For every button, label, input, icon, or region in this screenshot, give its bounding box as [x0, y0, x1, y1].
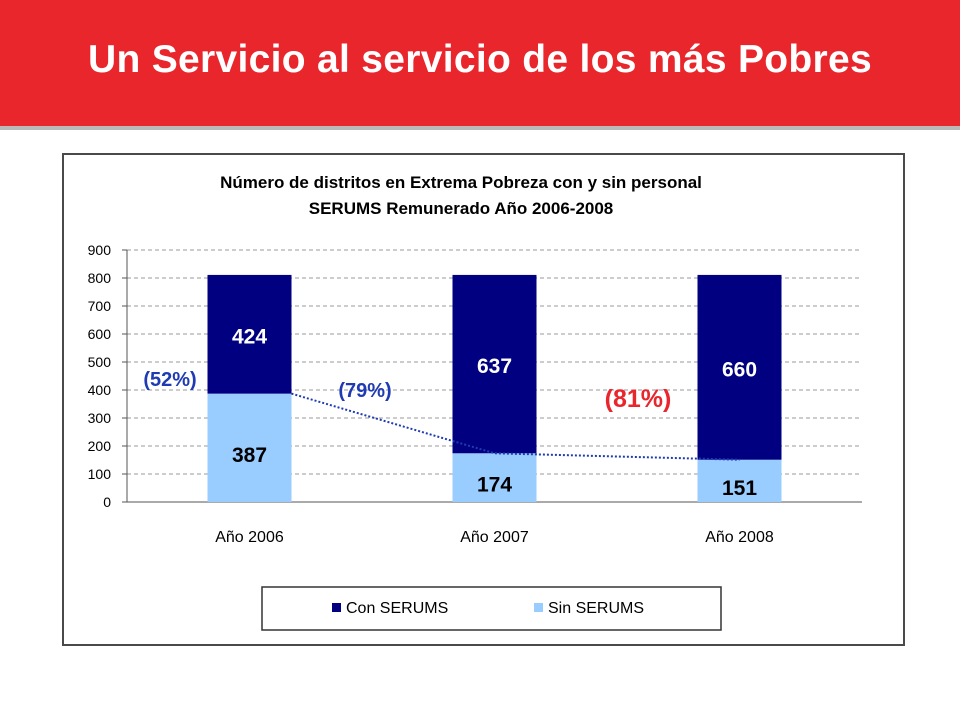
- percentage-annotation: (79%): [338, 380, 391, 402]
- legend-swatch: [534, 603, 543, 612]
- data-label-con: 637: [477, 355, 512, 378]
- y-tick-label: 300: [88, 410, 112, 426]
- percentage-annotation: (52%): [143, 369, 196, 391]
- title-banner: Un Servicio al servicio de los más Pobre…: [0, 0, 960, 130]
- bar-con-serums: [697, 274, 782, 460]
- bar-sin-serums: [697, 459, 782, 502]
- data-label-sin: 174: [477, 474, 512, 497]
- y-tick-label: 700: [88, 298, 112, 314]
- chart-title-line-2: SERUMS Remunerado Año 2006-2008: [309, 199, 614, 218]
- chart-title-line-1: Número de distritos en Extrema Pobreza c…: [220, 173, 702, 192]
- x-category-label: Año 2008: [705, 529, 774, 546]
- legend-box: [261, 586, 722, 631]
- percentage-annotation: (81%): [605, 385, 672, 413]
- y-tick-label: 600: [88, 326, 112, 342]
- legend-label: Sin SERUMS: [548, 600, 644, 617]
- y-tick-label: 200: [88, 438, 112, 454]
- data-label-con: 424: [232, 325, 267, 348]
- bar-con-serums: [207, 274, 292, 394]
- y-tick-label: 100: [88, 466, 112, 482]
- x-category-label: Año 2007: [460, 529, 529, 546]
- slide-title: Un Servicio al servicio de los más Pobre…: [88, 38, 872, 81]
- y-tick-label: 900: [88, 242, 112, 258]
- data-label-con: 660: [722, 358, 757, 381]
- y-tick-label: 0: [103, 494, 111, 510]
- data-label-sin: 151: [722, 477, 757, 500]
- y-tick-label: 500: [88, 354, 112, 370]
- y-tick-label: 400: [88, 382, 112, 398]
- legend-label: Con SERUMS: [346, 600, 448, 617]
- data-label-sin: 387: [232, 444, 267, 467]
- x-category-label: Año 2006: [215, 529, 284, 546]
- y-tick-label: 800: [88, 270, 112, 286]
- bar-sin-serums: [452, 453, 537, 502]
- legend-swatch: [332, 603, 341, 612]
- bar-con-serums: [452, 274, 537, 454]
- bar-sin-serums: [207, 393, 292, 502]
